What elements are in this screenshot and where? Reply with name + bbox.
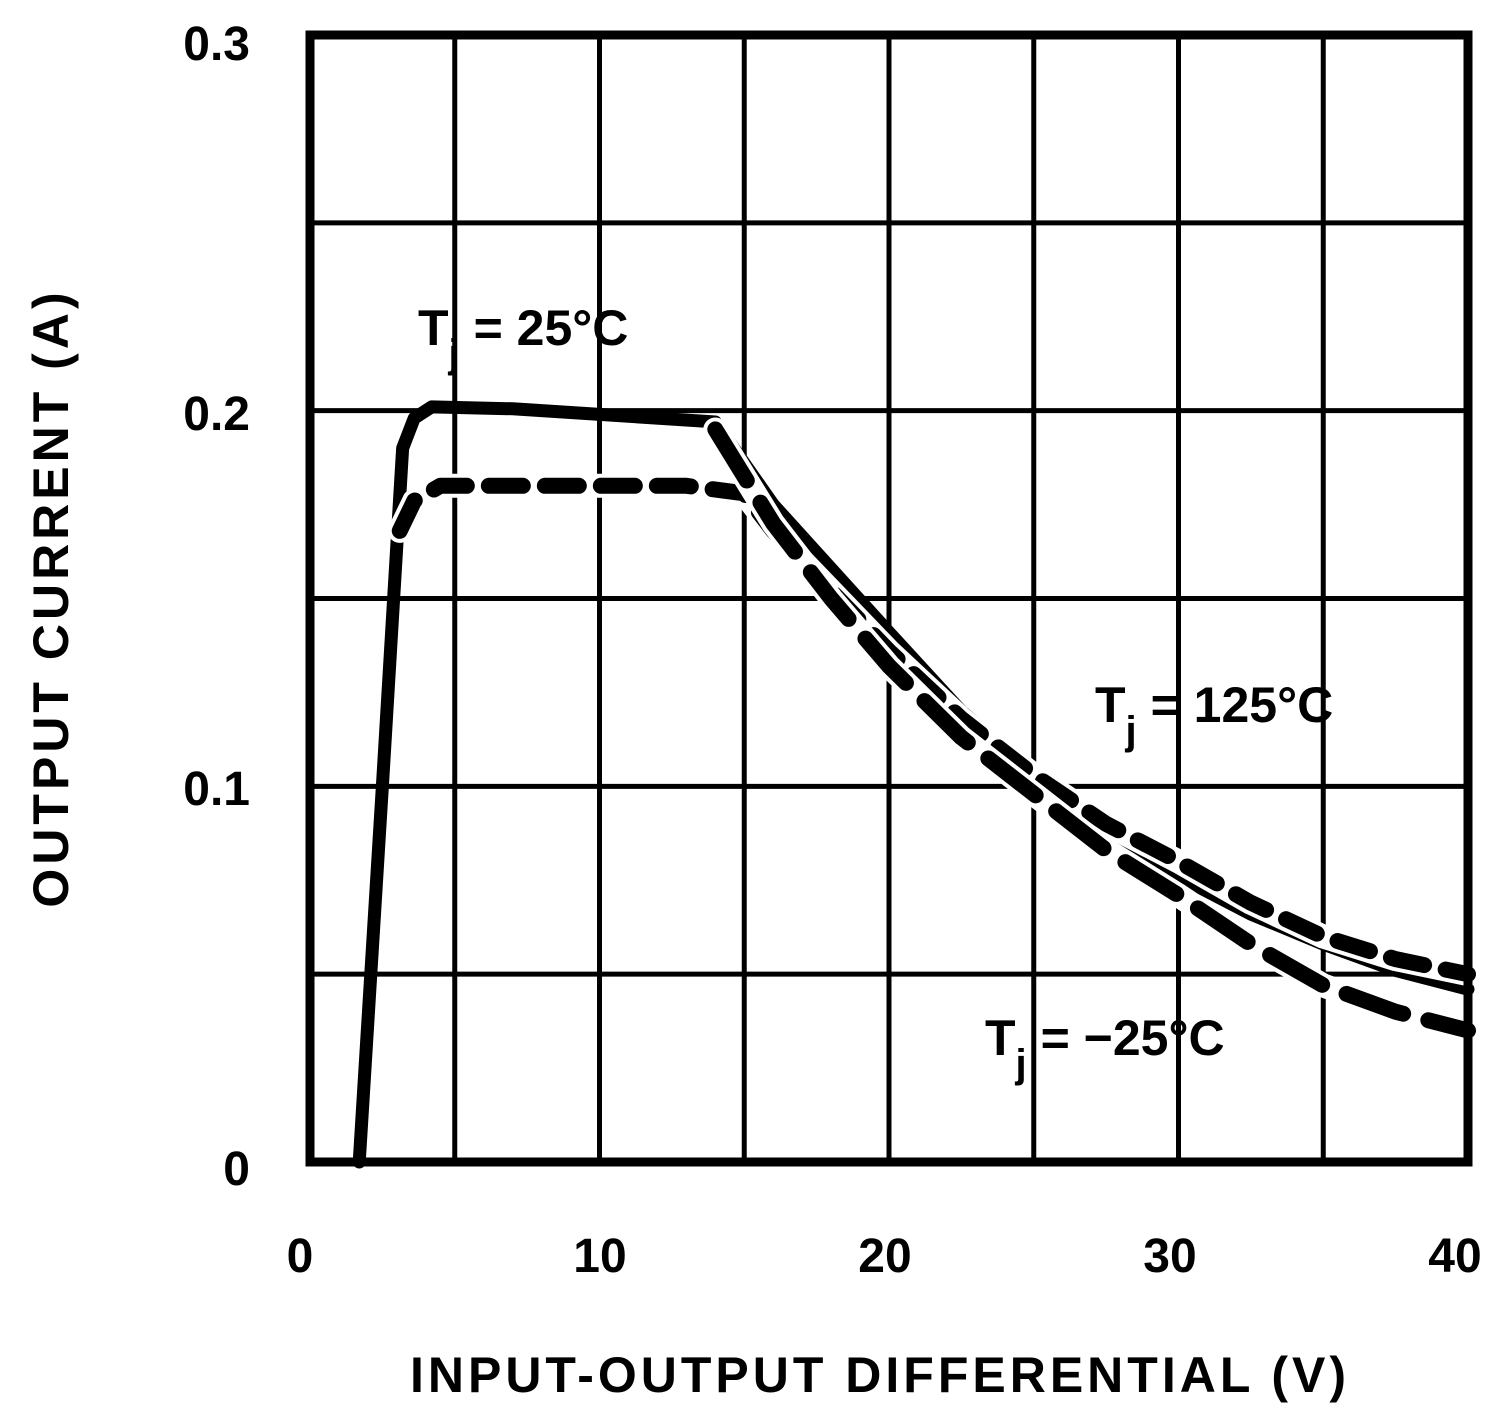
y-axis-label: OUTPUT CURRENT (A)	[23, 288, 79, 907]
x-tick-label: 30	[1143, 1230, 1196, 1283]
y-tick-label: 0	[223, 1143, 250, 1196]
plot-frame	[305, 30, 1473, 1167]
x-tick-labels: 0 10 20 30 40	[287, 1230, 1482, 1283]
curves	[352, 400, 1480, 1169]
annotation-sub: j	[1015, 1042, 1027, 1086]
annotation-text: = 25°C	[460, 300, 629, 356]
annotation-125c: Tj = 125°C	[1095, 677, 1333, 753]
grid	[310, 35, 1468, 1162]
annotation-sub: j	[448, 332, 460, 376]
annotation-text: = −25°C	[1027, 1010, 1225, 1066]
annotation-25c: Tj = 25°C	[418, 300, 628, 376]
annotation-text: = 125°C	[1137, 677, 1334, 733]
x-tick-label: 20	[858, 1230, 911, 1283]
x-tick-label: 10	[573, 1230, 626, 1283]
annotation-t: T	[985, 1010, 1016, 1066]
y-tick-label: 0.2	[183, 388, 250, 441]
annotation-t: T	[418, 300, 449, 356]
x-axis-label: INPUT-OUTPUT DIFFERENTIAL (V)	[410, 1347, 1350, 1403]
annotation-sub: j	[1125, 709, 1137, 753]
annotation-t: T	[1095, 677, 1126, 733]
x-tick-label: 0	[287, 1230, 314, 1283]
annotation-minus25c: Tj = −25°C	[985, 1010, 1225, 1086]
x-tick-label: 40	[1428, 1230, 1481, 1283]
y-tick-labels: 0 0.1 0.2 0.3	[183, 18, 250, 1196]
series-line-long-dash	[707, 421, 1476, 1039]
y-tick-label: 0.3	[183, 18, 250, 71]
plot-border	[305, 30, 1473, 1167]
y-tick-label: 0.1	[183, 763, 250, 816]
